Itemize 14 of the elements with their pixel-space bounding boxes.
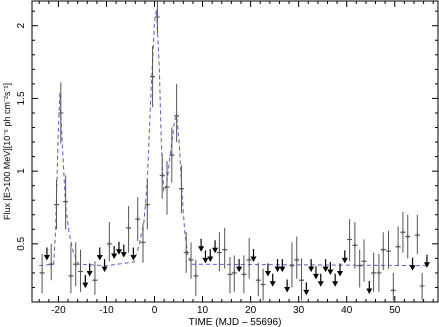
y-tick-label: 2 <box>16 22 27 28</box>
x-tick-label: -10 <box>99 305 114 316</box>
x-tick-label: 0 <box>152 305 158 316</box>
x-tick-label: 40 <box>341 305 353 316</box>
x-tick-label: 10 <box>197 305 209 316</box>
y-tick-label: 0.5 <box>16 236 27 251</box>
y-tick-label: 1 <box>16 168 27 174</box>
y-tick-label: 1.5 <box>16 91 27 106</box>
x-axis-title: TIME (MJD – 55696) <box>188 317 282 327</box>
x-tick-label: -20 <box>51 305 66 316</box>
y-axis-title: Flux [E>100 MeV][10⁻⁶ ph cm⁻²s⁻¹] <box>2 82 12 220</box>
x-tick-label: 20 <box>245 305 257 316</box>
x-tick-label: 50 <box>389 305 401 316</box>
x-tick-label: 30 <box>293 305 305 316</box>
